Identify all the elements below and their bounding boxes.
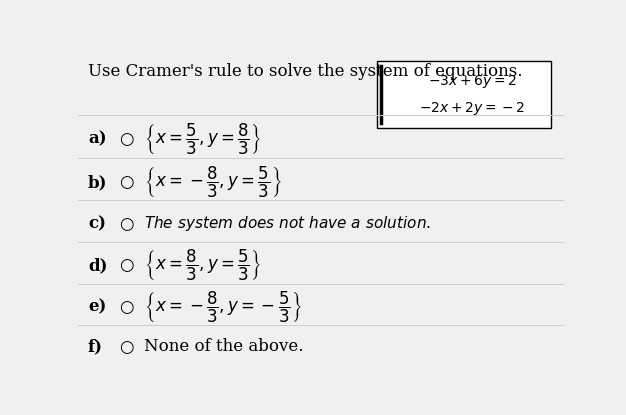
- Text: $-3x+6y=2$: $-3x+6y=2$: [428, 73, 517, 90]
- Text: $-2x+2y=-2$: $-2x+2y=-2$: [419, 100, 525, 117]
- Text: $\bigcirc$: $\bigcirc$: [120, 298, 135, 316]
- Text: $\left\{x=-\dfrac{8}{3},y=\dfrac{5}{3}\right\}$: $\left\{x=-\dfrac{8}{3},y=\dfrac{5}{3}\r…: [144, 165, 282, 200]
- Text: a): a): [88, 131, 106, 148]
- Text: None of the above.: None of the above.: [144, 339, 303, 356]
- FancyBboxPatch shape: [377, 61, 552, 128]
- Text: e): e): [88, 298, 106, 315]
- Text: $\bigcirc$: $\bigcirc$: [120, 338, 135, 356]
- Text: $\left\{x=-\dfrac{8}{3},y=-\dfrac{5}{3}\right\}$: $\left\{x=-\dfrac{8}{3},y=-\dfrac{5}{3}\…: [144, 289, 302, 325]
- Text: $\bigcirc$: $\bigcirc$: [120, 256, 135, 274]
- Text: $\bigcirc$: $\bigcirc$: [120, 173, 135, 191]
- Text: d): d): [88, 257, 108, 274]
- Text: $\bigcirc$: $\bigcirc$: [120, 215, 135, 233]
- Text: c): c): [88, 215, 106, 232]
- Text: f): f): [88, 339, 103, 356]
- Text: $\bigcirc$: $\bigcirc$: [120, 130, 135, 148]
- Text: $\left\{x=\dfrac{5}{3},y=\dfrac{8}{3}\right\}$: $\left\{x=\dfrac{5}{3},y=\dfrac{8}{3}\ri…: [144, 122, 262, 157]
- Text: $\left\{x=\dfrac{8}{3},y=\dfrac{5}{3}\right\}$: $\left\{x=\dfrac{8}{3},y=\dfrac{5}{3}\ri…: [144, 248, 262, 283]
- Text: b): b): [88, 174, 108, 191]
- Text: Use Cramer's rule to solve the system of equations.: Use Cramer's rule to solve the system of…: [88, 63, 523, 80]
- Text: $\mathit{The\ system\ does\ not\ have\ a\ solution.}$: $\mathit{The\ system\ does\ not\ have\ a…: [144, 215, 431, 234]
